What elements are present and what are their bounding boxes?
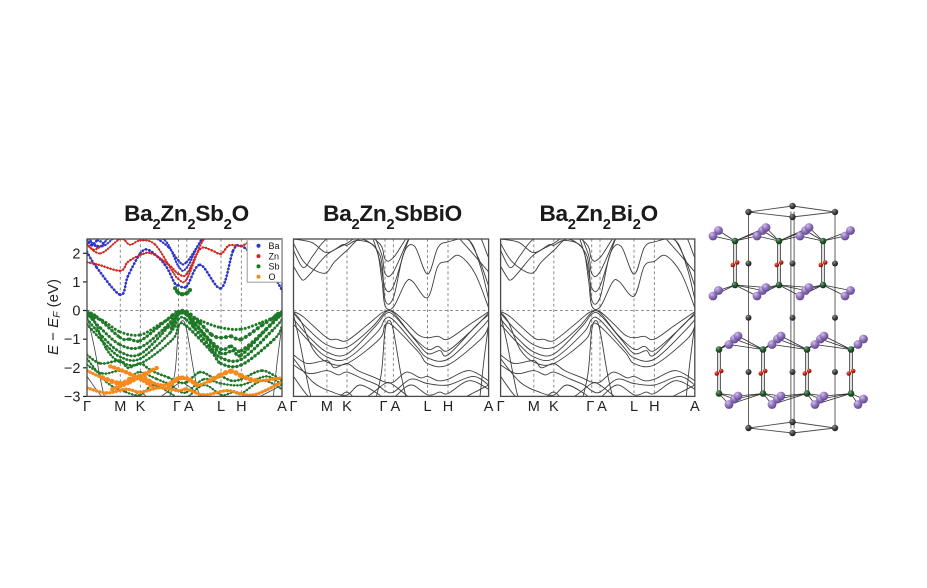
svg-text:M: M (321, 399, 333, 415)
svg-text:Ba2​Zn2​SbBiO: Ba2​Zn2​SbBiO (323, 201, 462, 233)
svg-text:Γ: Γ (173, 399, 181, 415)
svg-text:A: A (690, 399, 700, 415)
svg-text:H: H (649, 399, 659, 415)
svg-text:K: K (342, 399, 352, 415)
svg-text:L: L (630, 399, 638, 415)
svg-text:M: M (114, 399, 126, 415)
svg-text:L: L (423, 399, 431, 415)
svg-text:Ba2​Zn2​Bi2​O: Ba2​Zn2​Bi2​O (539, 201, 657, 233)
svg-text:Ba: Ba (269, 241, 280, 251)
svg-text:H: H (236, 399, 246, 415)
svg-text:−3: −3 (64, 389, 81, 405)
svg-text:−1: −1 (64, 332, 81, 348)
svg-text:A: A (484, 399, 494, 415)
svg-text:K: K (136, 399, 146, 415)
svg-text:Γ: Γ (290, 399, 298, 415)
svg-text:O: O (269, 272, 276, 282)
svg-text:Γ: Γ (83, 399, 91, 415)
svg-text:H: H (443, 399, 453, 415)
svg-text:E − EF (eV): E − EF (eV) (45, 279, 63, 355)
svg-text:M: M (528, 399, 540, 415)
svg-text:K: K (549, 399, 559, 415)
svg-text:Γ: Γ (586, 399, 594, 415)
svg-text:Sb: Sb (269, 262, 280, 272)
svg-text:1: 1 (72, 275, 80, 291)
svg-text:−2: −2 (64, 361, 81, 377)
svg-text:Zn: Zn (269, 251, 280, 261)
svg-text:0: 0 (72, 304, 80, 320)
svg-text:Ba2​Zn2​Sb2​O: Ba2​Zn2​Sb2​O (124, 201, 249, 233)
svg-text:A: A (391, 399, 401, 415)
svg-text:A: A (597, 399, 607, 415)
svg-text:A: A (277, 399, 287, 415)
svg-text:Γ: Γ (497, 399, 505, 415)
svg-text:L: L (217, 399, 225, 415)
svg-text:2: 2 (72, 246, 80, 262)
svg-text:A: A (184, 399, 194, 415)
svg-text:Γ: Γ (380, 399, 388, 415)
